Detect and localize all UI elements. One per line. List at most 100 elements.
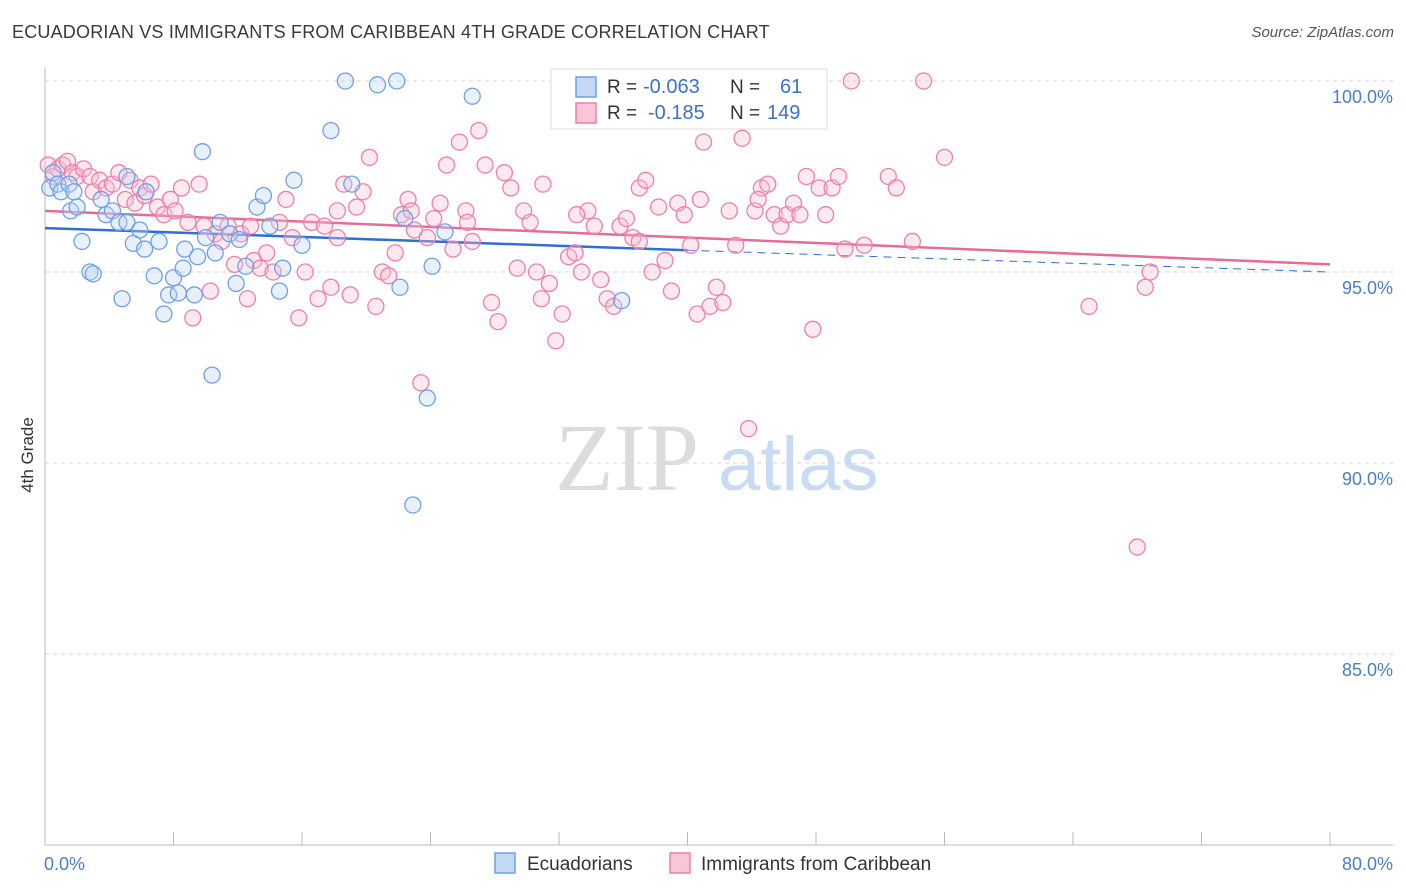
data-point — [797, 167, 816, 186]
x-tick-label: 80.0% — [1342, 854, 1393, 874]
legend-n-label-1: N = — [730, 77, 760, 98]
data-point — [131, 221, 149, 239]
data-point — [113, 290, 131, 308]
data-point — [675, 206, 693, 224]
data-point — [1136, 278, 1154, 296]
legend-r-value-1: -0.063 — [643, 76, 700, 98]
data-point — [388, 72, 406, 90]
data-point — [211, 213, 229, 231]
data-point — [92, 190, 110, 209]
data-point — [166, 202, 184, 220]
data-point — [184, 309, 202, 327]
data-point — [221, 225, 239, 243]
data-point — [935, 148, 954, 167]
data-point — [196, 228, 215, 247]
data-point — [436, 223, 454, 241]
data-point — [714, 293, 732, 312]
data-point — [336, 72, 355, 90]
data-point — [534, 175, 552, 193]
data-point — [707, 278, 726, 296]
data-point — [527, 263, 546, 281]
data-point — [532, 290, 550, 308]
y-tick-labels: 85.0% 90.0% 95.0% 100.0% — [1332, 87, 1393, 680]
data-point — [489, 313, 507, 331]
data-point — [293, 236, 311, 254]
series-caribbean-points — [39, 72, 1159, 556]
data-point — [179, 213, 197, 231]
data-point — [502, 179, 520, 197]
data-point — [1141, 263, 1159, 281]
data-point — [701, 297, 719, 316]
legend-item-ecuadorians: Ecuadorians — [527, 854, 633, 875]
data-point — [592, 270, 610, 289]
watermark-atlas: atlas — [718, 422, 879, 507]
data-point — [521, 213, 539, 231]
data-point — [855, 236, 873, 254]
data-point — [360, 148, 379, 167]
data-point — [585, 217, 603, 235]
data-point — [65, 183, 83, 201]
data-point — [412, 374, 430, 392]
x-tick-label: 0.0% — [44, 854, 85, 874]
legend-item-caribbean: Immigrants from Caribbean — [701, 854, 931, 875]
data-point — [553, 305, 571, 323]
data-point — [733, 129, 751, 147]
data-point — [630, 232, 648, 251]
data-point — [285, 171, 303, 189]
data-point — [405, 221, 424, 239]
data-point — [227, 274, 245, 293]
data-point — [322, 122, 340, 140]
data-point — [682, 236, 700, 254]
data-point — [691, 190, 709, 209]
data-point — [230, 230, 249, 249]
data-point — [727, 236, 745, 254]
data-point — [749, 190, 767, 209]
data-point — [391, 278, 409, 296]
data-point — [201, 282, 220, 300]
data-point — [495, 164, 514, 182]
data-point — [118, 167, 136, 186]
data-point — [759, 175, 777, 193]
data-point — [386, 244, 404, 262]
data-point — [185, 286, 204, 304]
data-point — [238, 290, 257, 308]
chart-title: ECUADORIAN VS IMMIGRANTS FROM CARIBBEAN … — [12, 22, 770, 42]
data-point — [84, 265, 102, 283]
data-point — [423, 257, 441, 275]
data-point — [450, 133, 469, 151]
data-point — [656, 251, 674, 270]
data-point — [367, 297, 385, 316]
legend-item-ecuadorians-swatch — [494, 852, 516, 874]
data-point — [508, 259, 526, 277]
legend-r-label-1: R = — [607, 77, 637, 98]
data-point — [68, 198, 86, 216]
data-point — [662, 282, 681, 300]
data-point — [547, 332, 565, 350]
data-point — [431, 194, 449, 212]
y-axis-title: 4th Grade — [18, 417, 37, 493]
data-point — [188, 248, 207, 266]
watermark-zip: ZIP — [555, 404, 699, 511]
data-point — [566, 244, 584, 262]
bottom-legend: Ecuadorians Immigrants from Caribbean — [494, 852, 931, 875]
data-point — [649, 198, 668, 216]
data-point — [315, 217, 334, 235]
data-point — [903, 232, 922, 251]
legend-n-value-2: 149 — [767, 102, 800, 124]
data-point — [176, 240, 194, 258]
data-point — [791, 206, 809, 224]
data-point — [328, 202, 346, 220]
data-point — [1080, 297, 1098, 316]
data-point — [572, 263, 591, 281]
legend-box: R = -0.063 N = 61 R = -0.185 N = 149 — [550, 68, 828, 130]
data-point — [277, 190, 295, 209]
data-point — [829, 167, 848, 186]
data-point — [237, 257, 255, 275]
data-point — [540, 274, 559, 293]
data-point — [203, 366, 221, 384]
data-point — [643, 263, 661, 281]
y-tick-label: 95.0% — [1342, 278, 1393, 298]
series-ecuadorians-points — [41, 72, 631, 514]
data-point — [437, 156, 456, 174]
